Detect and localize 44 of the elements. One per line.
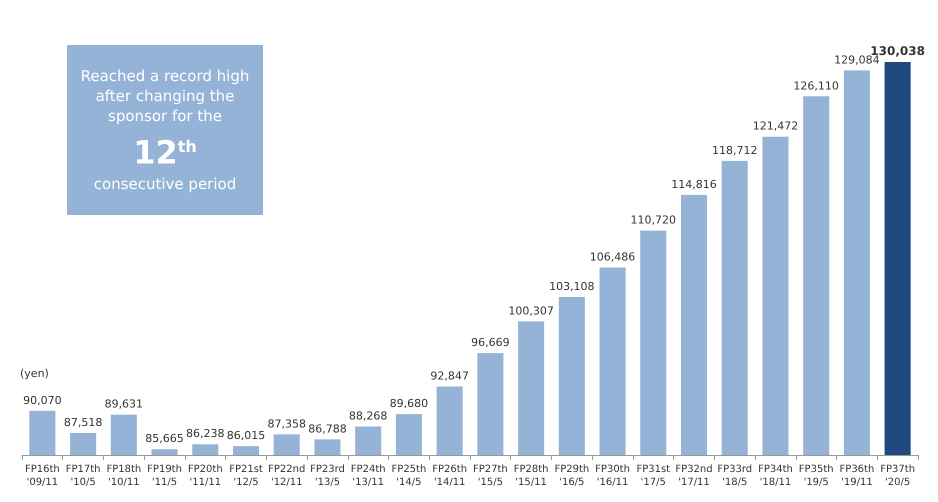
x-tick-label: FP35th '19/5 <box>798 464 834 488</box>
x-tick-label: FP34th '18/11 <box>758 464 793 488</box>
data-label: 103,108 <box>549 280 595 293</box>
x-tick-label: FP32nd '17/11 <box>675 464 713 488</box>
data-label: 96,669 <box>471 336 510 350</box>
x-tick-label: FP22nd '12/11 <box>268 464 306 488</box>
x-tick-label: FP27th '15/5 <box>472 464 508 488</box>
data-label: 92,847 <box>430 370 469 383</box>
data-label: 106,486 <box>590 250 636 264</box>
y-axis-title: (yen) <box>20 367 49 380</box>
x-tick-label: FP20th '11/11 <box>188 464 223 488</box>
data-label: 86,788 <box>308 422 347 436</box>
x-tick-label: FP31st '17/5 <box>636 464 670 488</box>
data-label: 114,816 <box>671 178 717 191</box>
data-label: 86,015 <box>226 429 266 442</box>
data-label: 89,680 <box>390 397 428 410</box>
x-tick-label: FP33rd '18/5 <box>717 464 752 488</box>
data-label: 88,268 <box>348 409 388 422</box>
x-tick-label: FP37th '20/5 <box>880 464 916 488</box>
x-tick-label: FP24th '13/11 <box>350 464 386 488</box>
x-tick-label: FP30th '16/11 <box>595 464 630 488</box>
data-label: 126,110 <box>793 79 839 92</box>
data-label: 118,712 <box>712 144 758 157</box>
data-label: 121,472 <box>752 120 798 133</box>
x-tick-label: FP17th '10/5 <box>66 464 100 488</box>
x-tick-label: FP21st '12/5 <box>229 464 263 488</box>
x-tick-label: FP36th '19/11 <box>840 464 874 488</box>
x-tick-label: FP18th '10/11 <box>106 464 142 488</box>
x-tick-label: FP16th '09/11 <box>24 464 60 488</box>
x-tick-label: FP23rd '13/5 <box>310 464 345 488</box>
x-tick-label: FP19th '11/5 <box>147 464 182 488</box>
data-label: 87,518 <box>64 416 102 430</box>
data-label: 85,665 <box>145 432 184 446</box>
x-tick-label: FP26th '14/11 <box>432 464 468 488</box>
data-label: 100,307 <box>508 304 554 318</box>
x-tick-label: FP28th '15/11 <box>514 464 548 488</box>
x-tick-label: FP29th '16/5 <box>554 464 590 488</box>
data-label: 90,070 <box>23 394 62 407</box>
data-label: 86,238 <box>186 427 225 440</box>
data-label: 89,631 <box>104 398 144 411</box>
data-label: 87,358 <box>267 417 306 430</box>
annotation: Reached a record high after changing the sponsor for the 12$^{th}$ consecutive period <box>80 66 250 194</box>
data-label: 110,720 <box>630 214 676 227</box>
x-tick-label: FP25th '14/5 <box>392 464 426 488</box>
